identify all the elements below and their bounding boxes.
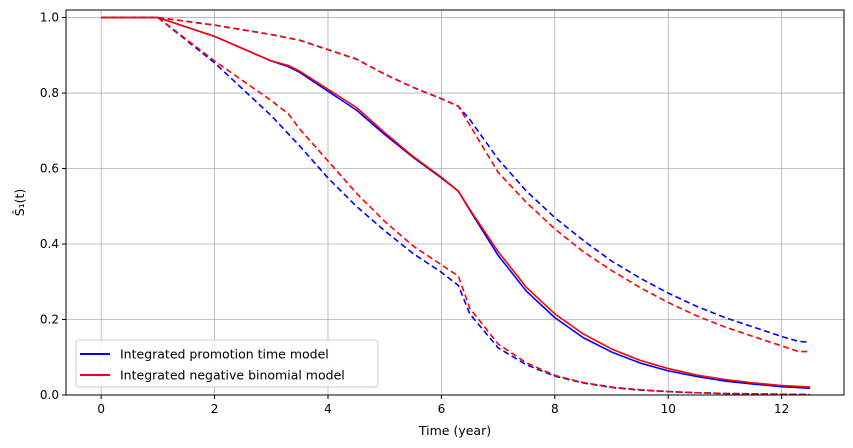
legend-box [75,339,379,388]
x-tick-label: 8 [551,402,559,416]
x-axis-ticks: 0 2 4 6 8 10 12 [97,395,789,416]
legend: Integrated promotion time model Integrat… [75,339,379,388]
x-tick-label: 4 [324,402,332,416]
y-tick-label: 1.0 [40,11,59,25]
y-axis-ticks: 0.0 0.2 0.4 0.6 0.8 1.0 [40,11,66,402]
series-layer [101,16,811,396]
x-tick-label: 12 [774,402,789,416]
x-axis-label: Time (year) [418,423,491,438]
series-line-4-dashed [101,16,810,396]
y-tick-label: 0.4 [40,237,59,251]
y-tick-label: 0.0 [40,388,59,402]
series-line-5-dashed [101,16,810,353]
x-tick-label: 2 [211,402,219,416]
series-line-1-dashed [101,16,810,396]
y-tick-label: 0.2 [40,313,59,327]
legend-label-negative-binomial: Integrated negative binomial model [120,368,345,383]
y-axis-label: Ŝ₁(t) [12,189,27,217]
y-tick-label: 0.6 [40,162,59,176]
x-tick-label: 10 [661,402,676,416]
plot-frame [65,9,845,396]
y-tick-label: 0.8 [40,86,59,100]
x-tick-label: 0 [97,402,105,416]
x-tick-label: 6 [438,402,446,416]
legend-label-promotion: Integrated promotion time model [120,347,329,362]
series-line-3-solid [101,16,811,388]
